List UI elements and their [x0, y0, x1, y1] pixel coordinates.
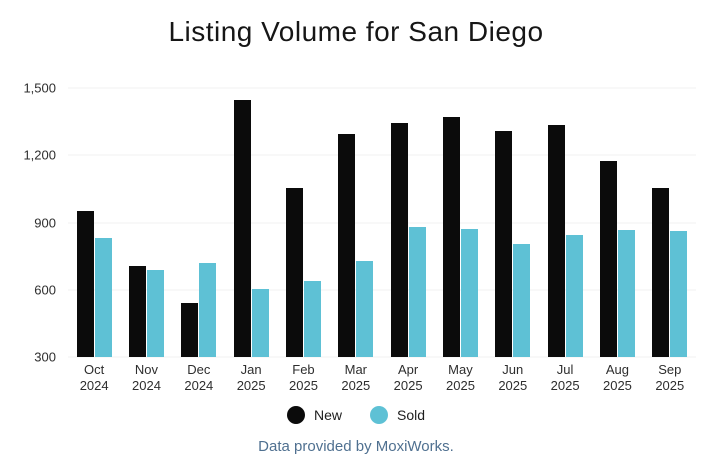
legend-label: Sold — [396, 407, 426, 423]
bar-sold[interactable] — [513, 243, 531, 357]
bar-sold[interactable] — [146, 269, 164, 357]
x-axis-label: Jun 2025 — [498, 362, 528, 393]
bar-new[interactable] — [285, 187, 303, 357]
bar-sold[interactable] — [94, 238, 112, 357]
bar-sold[interactable] — [356, 260, 374, 357]
bar-new[interactable] — [442, 117, 460, 357]
legend-marker-sold — [369, 406, 388, 424]
bar-sold[interactable] — [199, 262, 217, 357]
chart-title: Listing Volume for San Diego — [168, 16, 544, 47]
bar-groups — [68, 88, 696, 357]
bar-new[interactable] — [495, 130, 513, 357]
bar-group — [644, 88, 696, 357]
legend-marker-new — [286, 406, 305, 424]
y-axis-tick-label: 1,500 — [23, 80, 56, 96]
x-axis-label: Feb 2025 — [289, 362, 318, 393]
bar-sold[interactable] — [251, 288, 269, 357]
gridline — [68, 222, 696, 223]
bar-group — [434, 88, 486, 357]
y-axis-tick-label: 900 — [34, 215, 56, 230]
bar-sold[interactable] — [670, 231, 688, 357]
plot-area — [68, 87, 696, 358]
bar-sold[interactable] — [303, 280, 321, 357]
bar-group — [68, 88, 120, 357]
x-axis: Oct 2024 Nov 2024 Dec 2024 Jan 2025 Feb 2025 Mar 20… — [68, 362, 696, 394]
bar-sold[interactable] — [617, 230, 635, 357]
x-axis-label: Sep 2025 — [655, 362, 685, 393]
gridline — [68, 87, 696, 89]
bar-new[interactable] — [599, 160, 617, 357]
x-axis-label: May 2025 — [446, 362, 475, 393]
bar-group — [591, 88, 643, 357]
footer-credit: Data provided by MoxiWorks. — [258, 438, 454, 455]
bar-new[interactable] — [390, 122, 408, 357]
gridline — [68, 154, 696, 156]
bar-new[interactable] — [181, 303, 199, 357]
bar-group — [120, 88, 172, 357]
bar-sold[interactable] — [408, 226, 426, 357]
x-axis-label: Mar 2025 — [341, 362, 371, 393]
bar-sold[interactable] — [565, 234, 583, 357]
bar-new[interactable] — [76, 211, 94, 357]
bar-new[interactable] — [547, 125, 565, 357]
bar-sold[interactable] — [460, 229, 478, 357]
bar-new[interactable] — [233, 100, 251, 357]
x-axis-label: Nov 2024 — [132, 362, 161, 393]
x-axis-label: Aug 2025 — [602, 362, 632, 393]
y-axis-tick-label: 300 — [34, 349, 56, 365]
legend: New Sold — [0, 406, 712, 424]
bar-group — [225, 88, 277, 357]
bar-new[interactable] — [338, 133, 356, 357]
bar-group — [173, 88, 225, 357]
x-axis-label: Jan 2025 — [236, 362, 266, 393]
x-axis-label: Apr 2025 — [393, 362, 423, 393]
x-axis-label: Jul 2025 — [550, 362, 580, 393]
x-axis-label: Dec 2024 — [184, 362, 214, 393]
legend-item-new[interactable]: New — [286, 406, 342, 424]
bar-new[interactable] — [652, 187, 670, 357]
bar-group — [539, 88, 591, 357]
bar-group — [330, 88, 382, 357]
y-axis: 300 600 900 1,200 1,500 — [0, 81, 56, 365]
y-axis-tick-label: 1,200 — [23, 147, 56, 163]
gridline — [68, 356, 696, 358]
legend-label: New — [313, 407, 342, 423]
bar-group — [382, 88, 434, 357]
bar-group — [487, 88, 539, 357]
legend-item-sold[interactable]: Sold — [369, 406, 426, 424]
bar-group — [277, 88, 329, 357]
y-axis-tick-label: 600 — [34, 282, 56, 298]
bar-new[interactable] — [128, 266, 146, 357]
x-axis-label: Oct 2024 — [79, 362, 109, 393]
gridline — [68, 289, 696, 291]
